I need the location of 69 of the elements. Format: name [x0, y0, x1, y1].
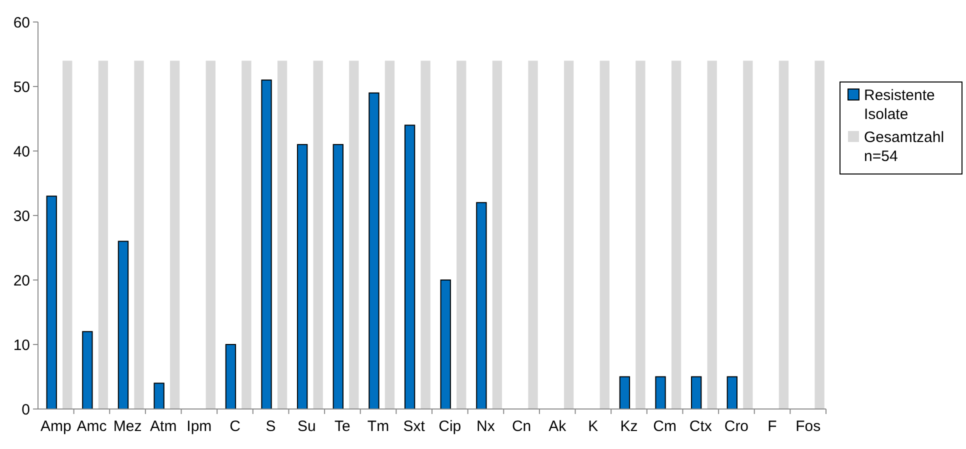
bar [277, 60, 288, 409]
x-tick-label: C [230, 418, 241, 435]
bar [98, 60, 108, 409]
y-tick-label: 30 [13, 208, 30, 225]
bar [636, 60, 646, 409]
bar [655, 376, 666, 410]
x-tick-label: Tm [367, 418, 390, 435]
x-tick-label: Amc [76, 418, 108, 435]
legend-label: Gesamtzahl n=54 [864, 129, 944, 165]
x-tick-label: Cm [653, 418, 676, 435]
bar [420, 60, 430, 409]
bar [691, 376, 702, 410]
y-tick-label: 40 [13, 143, 30, 160]
bar [225, 344, 236, 410]
bar [404, 124, 416, 410]
x-tick-label: Cip [438, 418, 462, 435]
y-tick-label: 50 [13, 78, 30, 96]
x-tick-label: Mez [113, 418, 142, 435]
x-tick-label: Cro [724, 418, 749, 435]
bar [134, 60, 144, 409]
x-tick-label: Atm [150, 418, 177, 435]
bar [154, 382, 164, 410]
bar [440, 280, 451, 410]
y-tick-label: 0 [22, 401, 30, 418]
x-tick-label: Fos [796, 418, 821, 435]
x-tick-label: Kz [620, 418, 638, 435]
bar [313, 60, 323, 409]
y-tick-label: 60 [13, 14, 30, 32]
bar [778, 60, 789, 409]
x-tick-label: Ipm [186, 418, 212, 435]
bar [170, 60, 180, 409]
bar [492, 60, 502, 409]
bar [564, 60, 574, 409]
x-tick-label: Te [334, 418, 350, 435]
bar [82, 331, 93, 410]
x-tick-label: Su [297, 418, 316, 435]
bar [118, 240, 129, 410]
bar [384, 60, 395, 409]
x-tick-label: Ctx [689, 418, 712, 435]
bar [368, 92, 380, 410]
bar [619, 376, 630, 410]
bar [297, 144, 308, 410]
x-tick-label: S [266, 418, 276, 435]
bar [528, 60, 538, 409]
x-tick-label: K [588, 418, 598, 435]
bar [814, 60, 824, 409]
x-tick-label: Sxt [403, 418, 426, 435]
bar [476, 202, 487, 410]
bar [206, 60, 216, 409]
bar [671, 60, 682, 409]
y-tick-label: 10 [13, 336, 30, 354]
bar [743, 60, 753, 409]
x-tick-label: F [768, 418, 777, 435]
bar [600, 60, 610, 409]
bar [46, 196, 57, 410]
bar [726, 376, 738, 410]
bar [456, 60, 466, 409]
bar [707, 60, 717, 409]
bar [62, 60, 72, 409]
x-tick-label: Cn [512, 418, 532, 435]
bar [332, 144, 344, 410]
x-tick-label: Nx [476, 418, 496, 435]
bar [242, 60, 252, 409]
bar [261, 80, 272, 410]
legend-label: Resistente Isolate [864, 87, 935, 123]
y-tick-label: 20 [13, 272, 30, 290]
x-tick-label: Amp [40, 418, 72, 435]
bar [349, 60, 359, 409]
x-tick-label: Ak [548, 418, 567, 435]
